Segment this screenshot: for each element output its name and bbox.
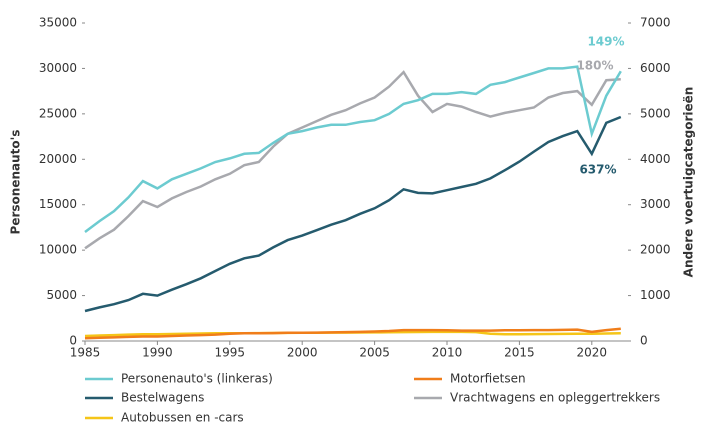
series-line	[84, 327, 621, 340]
x-tick-label: 2000	[287, 346, 318, 360]
y2-tick-label: 4000	[640, 152, 671, 166]
legend-label: Personenauto's (linkeras)	[121, 372, 273, 386]
x-tick-label: 2020	[577, 346, 608, 360]
series-line	[84, 115, 622, 313]
y2-tick-label: 0	[640, 334, 648, 348]
y-tick-label: 35000	[39, 16, 77, 30]
y2-tick-label: 3000	[640, 197, 671, 211]
y2-tick-label: 7000	[640, 16, 671, 30]
y-tick-label: 30000	[39, 61, 77, 75]
y2-tick-label: 6000	[640, 61, 671, 75]
x-tick-label: 2010	[432, 346, 463, 360]
y-tick-label: 25000	[39, 106, 77, 120]
x-tick-label: 1995	[215, 346, 246, 360]
y-tick-label: 15000	[39, 197, 77, 211]
y2-tick-label: 2000	[640, 243, 671, 257]
y2-axis-title: Andere voertuigcategorieën	[682, 87, 696, 278]
legend-label: Bestelwagens	[121, 391, 204, 405]
y-tick-label: 20000	[39, 152, 77, 166]
annotation: 637%	[579, 163, 616, 177]
y-tick-label: 0	[69, 334, 77, 348]
legend-label: Motorfietsen	[450, 372, 526, 386]
y-tick-label: 5000	[46, 288, 77, 302]
y2-tick-label: 1000	[640, 288, 671, 302]
x-tick-label: 2005	[359, 346, 390, 360]
x-tick-label: 1990	[142, 346, 173, 360]
y2-tick-label: 5000	[640, 106, 671, 120]
y-axis-title: Personenauto's	[9, 130, 23, 235]
series-line	[84, 65, 622, 233]
legend-label: Autobussen en -cars	[121, 411, 244, 425]
x-tick-label: 1985	[70, 346, 101, 360]
legend-label: Vrachtwagens en opleggertrekkers	[450, 391, 660, 405]
annotation: 149%	[587, 35, 624, 49]
x-tick-label: 2015	[504, 346, 535, 360]
series-line	[84, 70, 621, 250]
y-tick-label: 10000	[39, 243, 77, 257]
annotation: 180%	[576, 59, 613, 73]
